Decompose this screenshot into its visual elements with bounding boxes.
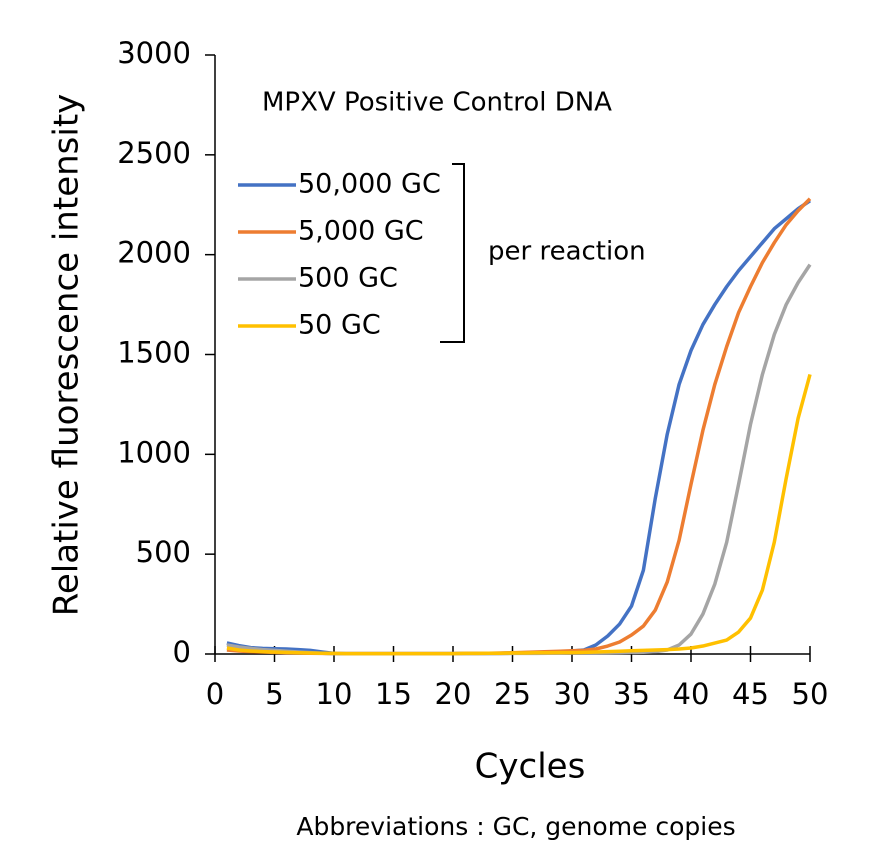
footnote: Abbreviations : GC, genome copies [296,812,735,841]
legend-label: 50 GC [298,310,381,341]
y-tick-label: 2500 [117,136,191,170]
y-axis-label: Relative fluorescence intensity [47,94,87,617]
x-tick-label: 10 [316,677,353,711]
y-tick-label: 1500 [117,336,191,370]
x-tick-label: 15 [375,677,412,711]
x-tick-label: 35 [613,677,650,711]
y-tick-label: 2000 [117,236,191,270]
chart-title: MPXV Positive Control DNA [262,88,612,118]
y-tick-label: 3000 [117,36,191,70]
y-tick-label: 1000 [117,435,191,469]
y-tick-label: 0 [173,635,191,669]
x-tick-label: 45 [732,677,769,711]
y-tick-label: 500 [136,535,191,569]
legend-label: 50,000 GC [298,169,441,200]
legend-label: 5,000 GC [298,216,424,247]
legend-label: 500 GC [298,263,398,294]
x-tick-label: 25 [494,677,531,711]
series-line [226,374,812,656]
x-tick-label: 40 [673,677,710,711]
x-tick-label: 5 [265,677,283,711]
x-tick-label: 0 [206,677,224,711]
x-axis-label: Cycles [475,747,586,787]
x-tick-label: 50 [792,677,829,711]
x-tick-label: 30 [554,677,591,711]
x-tick-label: 20 [435,677,472,711]
annotation: per reaction [488,237,646,267]
legend-bracket [440,163,465,343]
